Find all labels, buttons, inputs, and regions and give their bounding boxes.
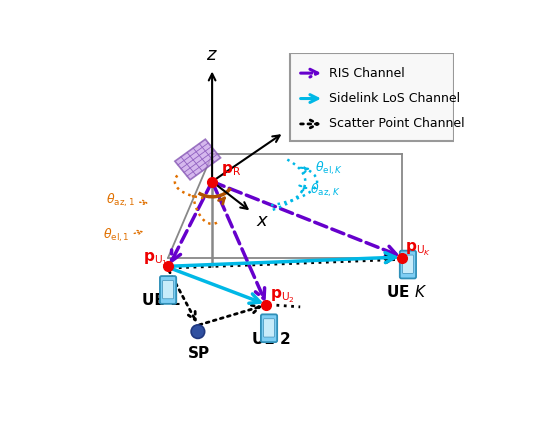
Text: $\mathbf{p}_{\mathsf{U}_K}$: $\mathbf{p}_{\mathsf{U}_K}$ <box>405 241 431 258</box>
FancyBboxPatch shape <box>163 280 173 299</box>
Text: $\mathbf{p}_{\mathsf{U}_1}$: $\mathbf{p}_{\mathsf{U}_1}$ <box>143 250 168 268</box>
Text: UE $K$: UE $K$ <box>386 284 428 300</box>
Text: SP: SP <box>187 346 210 361</box>
FancyBboxPatch shape <box>160 276 176 304</box>
Text: $\theta_{\mathrm{az},1}$: $\theta_{\mathrm{az},1}$ <box>106 191 135 209</box>
Circle shape <box>191 325 205 338</box>
Text: $x$: $x$ <box>256 212 270 230</box>
Text: RIS Channel: RIS Channel <box>329 66 405 80</box>
Text: $\mathbf{p}_{\mathsf{U}_2}$: $\mathbf{p}_{\mathsf{U}_2}$ <box>270 287 295 305</box>
FancyBboxPatch shape <box>290 53 454 141</box>
Text: $\theta_{\mathrm{el},1}$: $\theta_{\mathrm{el},1}$ <box>103 227 130 245</box>
Text: $\mathbf{p}_{\mathsf{R}}$: $\mathbf{p}_{\mathsf{R}}$ <box>221 162 241 178</box>
FancyBboxPatch shape <box>261 314 277 342</box>
Text: $y$: $y$ <box>289 113 302 131</box>
Text: $z$: $z$ <box>206 46 218 64</box>
Text: UE 1: UE 1 <box>142 293 181 308</box>
FancyBboxPatch shape <box>400 251 416 279</box>
Text: $\theta_{\mathrm{el},K}$: $\theta_{\mathrm{el},K}$ <box>315 159 344 177</box>
Text: $\theta_{\mathrm{az},K}$: $\theta_{\mathrm{az},K}$ <box>310 181 341 199</box>
Text: Sidelink LoS Channel: Sidelink LoS Channel <box>329 92 460 105</box>
Text: UE 2: UE 2 <box>252 332 291 347</box>
FancyBboxPatch shape <box>264 319 275 337</box>
Polygon shape <box>175 139 221 180</box>
Text: Scatter Point Channel: Scatter Point Channel <box>329 117 465 130</box>
FancyBboxPatch shape <box>403 255 413 273</box>
